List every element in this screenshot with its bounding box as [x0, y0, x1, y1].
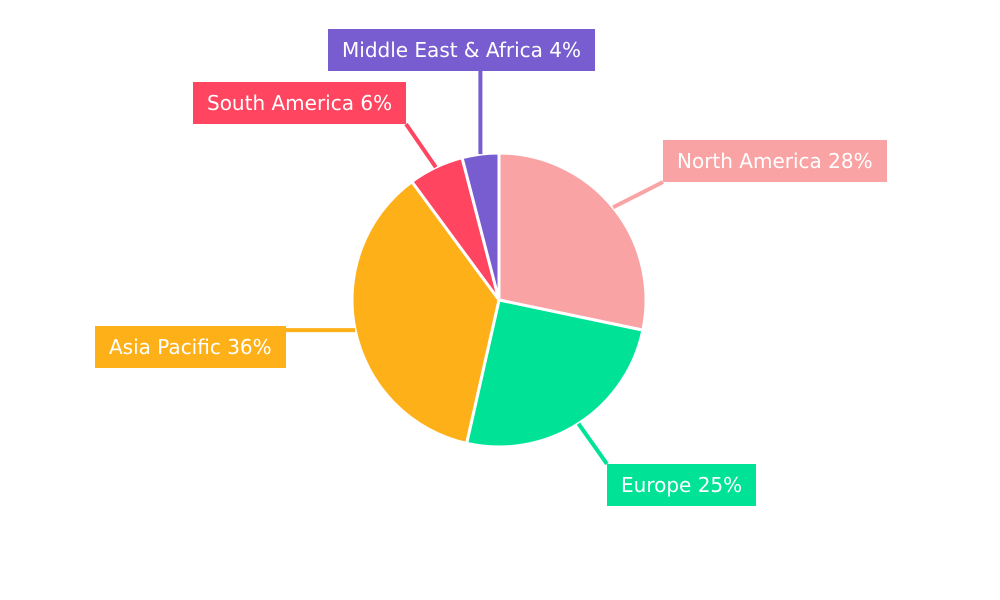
pie-slice-asia-pacific[interactable] — [350, 180, 501, 445]
leader-line-north-america — [612, 180, 664, 210]
pie-slice-middle-east-africa[interactable] — [460, 151, 501, 302]
slice-label-middle-east-africa: Middle East & Africa 4% — [328, 29, 596, 71]
leader-line-europe — [576, 422, 609, 466]
leader-line-south-america — [404, 122, 438, 169]
slice-label-asia-pacific: Asia Pacific 36% — [95, 326, 286, 368]
slice-label-south-america: South America 6% — [193, 82, 407, 124]
slice-label-north-america: North America 28% — [663, 140, 887, 182]
slice-label-europe: Europe 25% — [607, 464, 757, 506]
